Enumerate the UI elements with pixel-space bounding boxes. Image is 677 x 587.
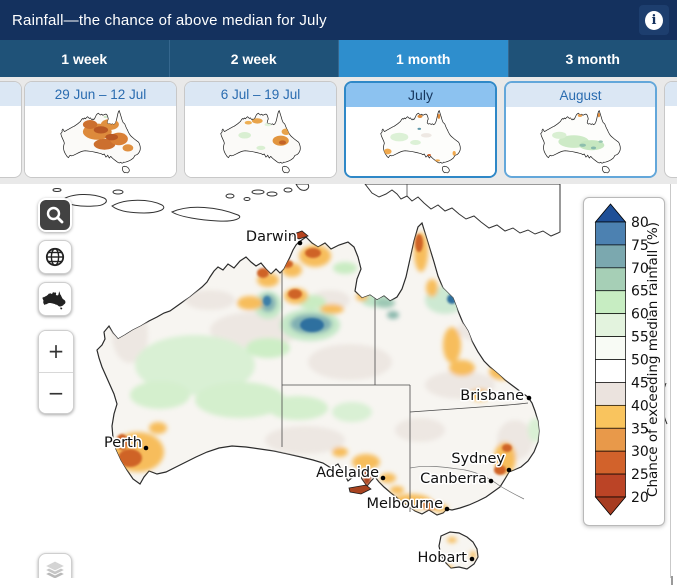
city-dot-canberra xyxy=(488,478,494,484)
period-card-6jul[interactable]: 6 Jul – 19 Jul xyxy=(184,81,337,178)
bottom-margin xyxy=(0,578,677,587)
period-card-august[interactable]: August xyxy=(504,81,657,178)
period-card-label: 6 Jul – 19 Jul xyxy=(185,82,336,106)
svg-text:75: 75 xyxy=(631,238,649,254)
rainfall-map[interactable]: Darwin Brisbane Perth Adelaide Sydney Ca… xyxy=(0,184,670,578)
city-label-perth: Perth xyxy=(104,435,142,451)
city-label-brisbane: Brisbane xyxy=(460,388,524,404)
svg-text:20: 20 xyxy=(631,490,649,506)
svg-text:60: 60 xyxy=(631,307,649,323)
new-guinea-coast xyxy=(364,184,561,237)
zoom-in-button[interactable]: + xyxy=(39,331,73,373)
info-icon: i xyxy=(645,10,663,30)
legend-arrow-bottom xyxy=(594,496,627,516)
globe-view-button[interactable] xyxy=(38,240,72,274)
svg-text:45: 45 xyxy=(631,375,649,391)
period-tabs: 1 week 2 week 1 month 3 month xyxy=(0,40,677,77)
svg-text:80: 80 xyxy=(631,215,649,231)
minimap-29jun xyxy=(60,110,141,174)
city-dot-brisbane xyxy=(526,395,532,401)
svg-text:55: 55 xyxy=(631,330,649,346)
period-card-label: July xyxy=(346,83,495,107)
period-card-partial-right[interactable] xyxy=(664,81,677,178)
period-card-label: August xyxy=(506,83,655,107)
tab-3-month[interactable]: 3 month xyxy=(507,40,677,77)
australia-extent-button[interactable] xyxy=(38,282,72,316)
svg-text:25: 25 xyxy=(631,467,649,483)
scrollbar-tick xyxy=(671,576,673,585)
globe-icon xyxy=(45,247,65,267)
city-dot-perth xyxy=(143,445,149,451)
city-label-melbourne: Melbourne xyxy=(366,496,443,512)
zoom-out-button[interactable]: − xyxy=(39,372,73,413)
legend-panel: 80 75 70 65 60 55 50 45 40 35 30 25 20 C… xyxy=(583,197,665,526)
minimap-july xyxy=(380,110,461,174)
city-label-darwin: Darwin xyxy=(246,229,297,245)
zoom-control: + − xyxy=(38,330,74,414)
search-zoom-button[interactable] xyxy=(38,198,72,232)
neighbour-islands xyxy=(52,184,668,425)
city-label-sydney: Sydney xyxy=(451,451,505,467)
magnifier-icon xyxy=(46,206,64,224)
city-label-hobart: Hobart xyxy=(417,550,467,566)
layers-icon xyxy=(43,560,67,580)
tab-2-week[interactable]: 2 week xyxy=(168,40,339,77)
city-dot-adelaide xyxy=(380,475,386,481)
city-dot-melbourne xyxy=(444,506,450,512)
city-dot-sydney xyxy=(506,467,512,473)
australia-icon xyxy=(42,291,66,310)
svg-text:65: 65 xyxy=(631,284,649,300)
info-button[interactable]: i xyxy=(639,5,669,35)
svg-text:30: 30 xyxy=(631,444,649,460)
legend-title: Chance of exceeding median rainfall (%) xyxy=(645,222,661,497)
city-label-adelaide: Adelaide xyxy=(316,465,379,481)
title-bar: Rainfall—the chance of above median for … xyxy=(0,0,677,40)
city-label-canberra: Canberra xyxy=(420,471,487,487)
svg-text:35: 35 xyxy=(631,421,649,437)
period-card-july[interactable]: July xyxy=(344,81,497,178)
city-dot-hobart xyxy=(469,556,475,562)
svg-text:50: 50 xyxy=(631,353,649,369)
city-dot-darwin xyxy=(297,240,303,246)
period-card-partial-left[interactable] xyxy=(0,81,22,178)
svg-text:40: 40 xyxy=(631,398,649,414)
map-container: Darwin Brisbane Perth Adelaide Sydney Ca… xyxy=(0,184,671,587)
svg-text:70: 70 xyxy=(631,261,649,277)
page-title: Rainfall—the chance of above median for … xyxy=(12,11,327,29)
state-borders xyxy=(281,271,529,512)
minimap-6jul xyxy=(220,110,301,174)
tab-1-month[interactable]: 1 month xyxy=(338,40,508,77)
forecast-card-row: 29 Jun – 12 Jul xyxy=(0,77,677,184)
tab-1-week[interactable]: 1 week xyxy=(61,50,108,67)
island-features xyxy=(289,230,372,495)
legend-arrow-top xyxy=(594,203,627,223)
period-card-label: 29 Jun – 12 Jul xyxy=(25,82,176,106)
minimap-august xyxy=(540,110,621,174)
legend-scale: 80 75 70 65 60 55 50 45 40 35 30 25 20 C… xyxy=(594,203,661,516)
city-markers: Darwin Brisbane Perth Adelaide Sydney Ca… xyxy=(103,228,532,568)
period-card-29jun[interactable]: 29 Jun – 12 Jul xyxy=(24,81,177,178)
